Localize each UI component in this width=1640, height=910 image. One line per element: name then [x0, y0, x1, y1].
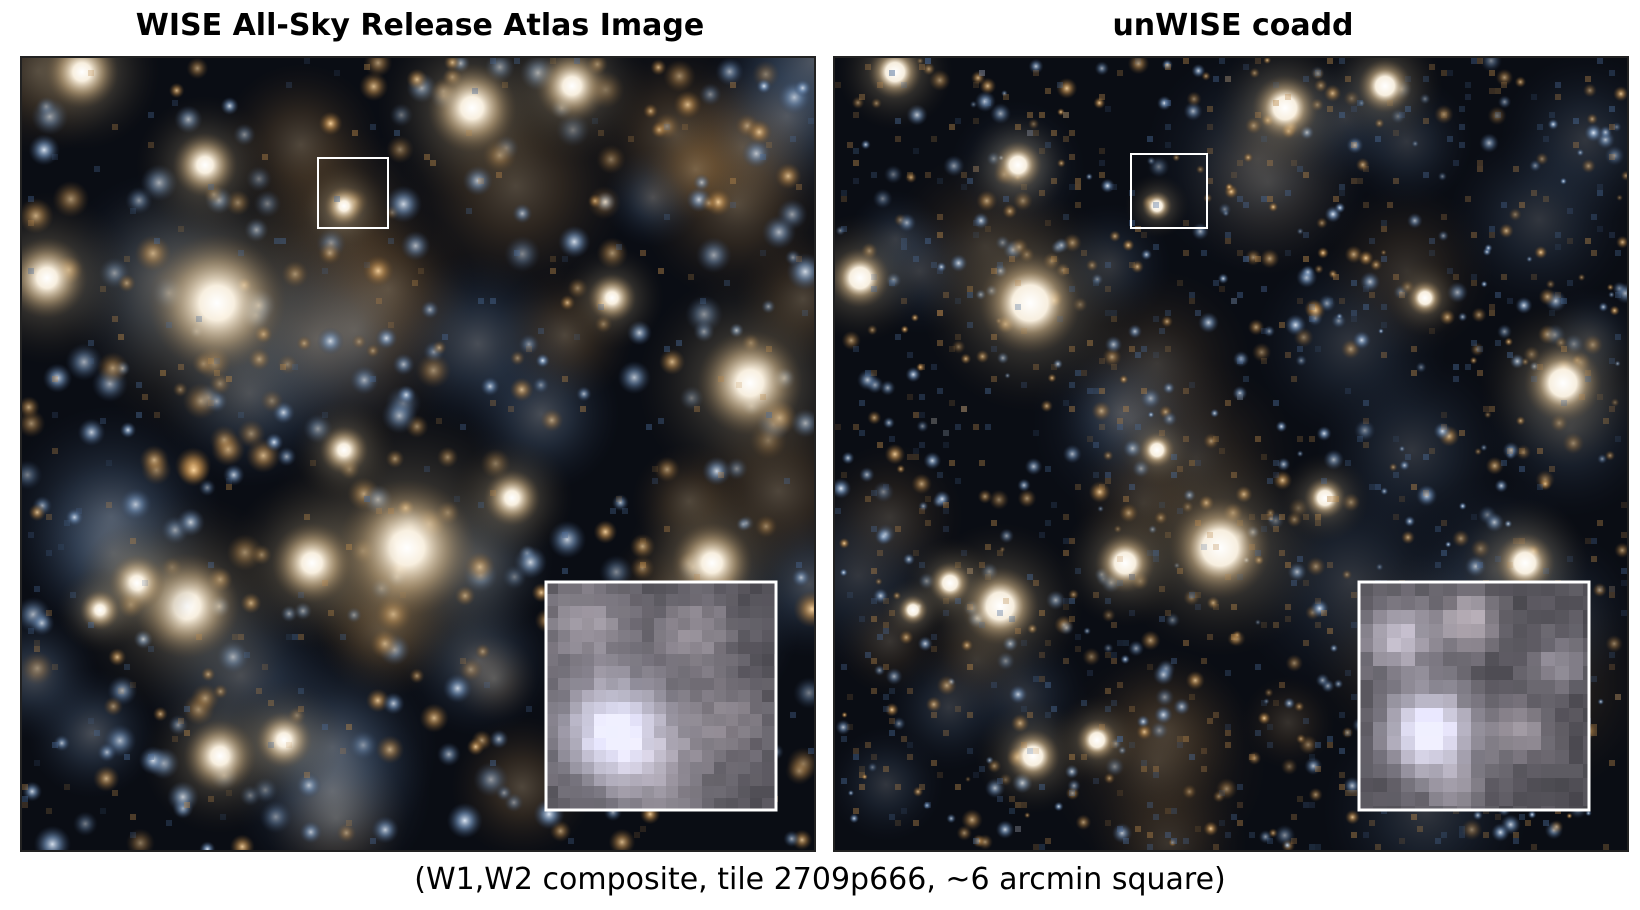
bright-star — [868, 58, 922, 99]
zoom-inset — [1357, 580, 1591, 812]
zoom-inset — [544, 580, 778, 812]
bright-star — [45, 58, 119, 109]
bright-stars — [22, 58, 814, 834]
pixel-grain — [22, 58, 814, 844]
right-panel-title: unWISE coadd — [1112, 8, 1354, 43]
left-panel-title: WISE All-Sky Release Atlas Image — [135, 8, 705, 43]
bright-star — [323, 185, 365, 227]
bright-star — [994, 141, 1042, 189]
bright-star — [1169, 497, 1271, 599]
figure-caption: (W1,W2 composite, tile 2709p666, ~6 arcm… — [414, 862, 1226, 897]
bright-star — [1524, 344, 1602, 422]
bright-star — [1142, 191, 1172, 221]
zoom-inset-frame — [1357, 580, 1591, 812]
unwise-coadd-image-panel — [833, 56, 1629, 852]
bright-star — [587, 273, 637, 323]
bright-star — [483, 469, 541, 527]
bright-star — [1095, 533, 1155, 593]
bright-star — [1252, 75, 1318, 141]
bright-star — [1139, 432, 1175, 468]
zoom-inset-frame — [544, 580, 778, 812]
bright-star — [835, 248, 890, 308]
bright-star — [1076, 719, 1118, 761]
wise-atlas-image-panel — [20, 56, 816, 852]
bright-star — [1407, 280, 1443, 316]
bright-star — [1006, 729, 1060, 783]
bright-star — [1358, 59, 1412, 113]
bright-star — [697, 330, 803, 436]
bright-star — [535, 58, 609, 123]
bright-star — [22, 237, 88, 319]
bright-star — [271, 522, 353, 604]
wise-atlas-star-field — [22, 58, 814, 850]
pixel-grain — [835, 58, 1627, 850]
bright-star — [898, 595, 928, 625]
bright-stars — [835, 58, 1627, 814]
zoom-region-box — [317, 157, 389, 229]
bright-star — [979, 252, 1081, 354]
bright-star — [79, 589, 121, 631]
unwise-coadd-star-field — [835, 58, 1627, 850]
zoom-region-box — [1130, 153, 1208, 229]
bright-star — [148, 234, 286, 372]
bright-star — [255, 711, 313, 769]
bright-star — [172, 132, 238, 198]
bright-star — [1304, 477, 1346, 519]
bright-star — [1495, 533, 1555, 593]
bright-star — [319, 425, 369, 475]
